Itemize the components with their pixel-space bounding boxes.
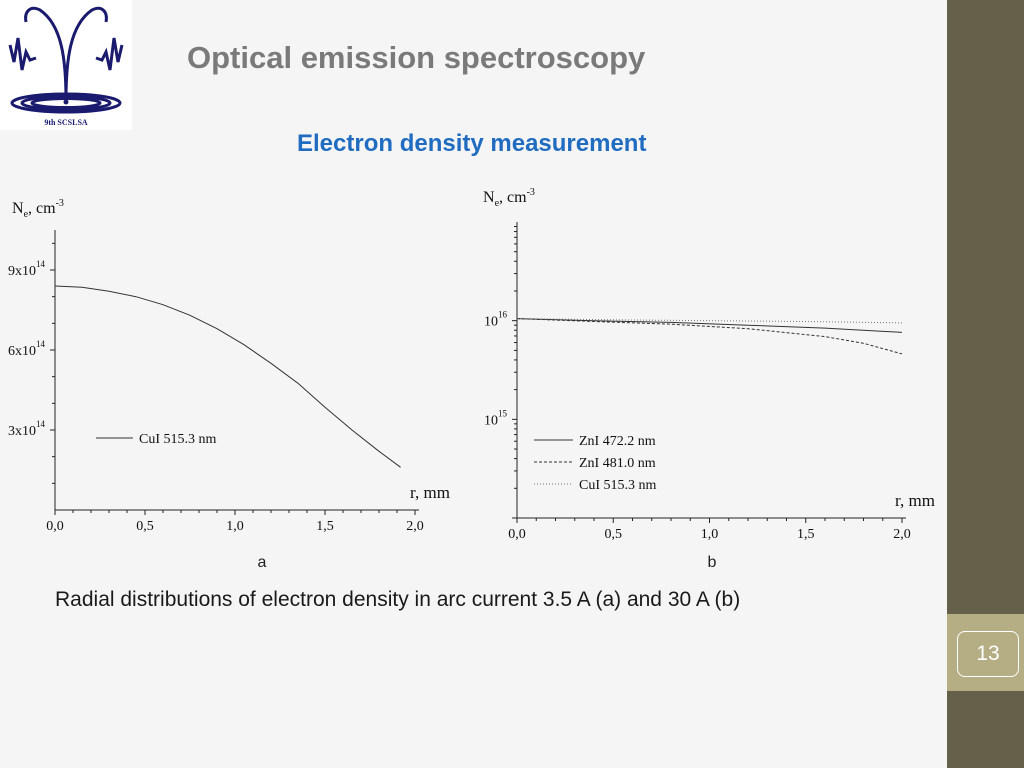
- x-tick-label: 1,0: [226, 519, 244, 534]
- y-tick-label: 10: [484, 413, 498, 428]
- y-tick-label: 10: [484, 315, 498, 330]
- x-tick-label: 1,0: [701, 527, 719, 542]
- panel-label: a: [258, 554, 267, 571]
- y-tick-exponent: 16: [498, 310, 508, 320]
- y-tick-label: 6x10: [8, 344, 36, 359]
- y-tick-label: 3x10: [8, 424, 36, 439]
- fountain-logo-icon: [8, 6, 124, 114]
- x-tick-label: 0,5: [136, 519, 154, 534]
- x-tick-label: 2,0: [406, 519, 424, 534]
- series-line: [54, 285, 401, 468]
- legend-label: CuI 515.3 nm: [579, 478, 657, 493]
- x-tick-label: 1,5: [316, 519, 334, 534]
- slide-subtitle: Electron density measurement: [297, 130, 647, 157]
- legend-label: CuI 515.3 nm: [139, 432, 217, 447]
- x-tick-label: 1,5: [797, 527, 815, 542]
- x-tick-label: 0,0: [508, 527, 526, 542]
- page-number: 13: [976, 642, 1000, 665]
- conference-logo: 9th SCSLSA: [0, 0, 132, 130]
- legend-label: ZnI 472.2 nm: [579, 434, 656, 449]
- page-number-box: [947, 614, 1024, 691]
- y-tick-exponent: 15: [498, 408, 508, 418]
- y-tick-exponent: 14: [36, 339, 46, 349]
- y-tick-label: 9x10: [8, 264, 36, 279]
- y-tick-exponent: 14: [36, 259, 46, 269]
- series-line: [516, 318, 903, 355]
- series-line: [516, 318, 903, 324]
- page-number-frame: [957, 631, 1019, 677]
- page-title: Optical emission spectroscopy: [187, 40, 646, 75]
- x-axis-label: r, mm: [410, 483, 450, 502]
- legend-label: ZnI 481.0 nm: [579, 456, 656, 471]
- x-tick-label: 2,0: [893, 527, 911, 542]
- panel-label: b: [708, 554, 717, 571]
- x-axis-label: r, mm: [895, 491, 935, 510]
- x-tick-label: 0,0: [46, 519, 64, 534]
- y-axis-label: Ne, cm-3: [12, 198, 64, 220]
- series-line: [516, 318, 903, 333]
- y-axis-label: Ne, cm-3: [483, 187, 535, 209]
- figure-caption: Radial distributions of electron density…: [55, 588, 741, 611]
- logo-text: 9th SCSLSA: [44, 118, 88, 127]
- x-tick-label: 0,5: [605, 527, 623, 542]
- y-tick-exponent: 14: [36, 419, 46, 429]
